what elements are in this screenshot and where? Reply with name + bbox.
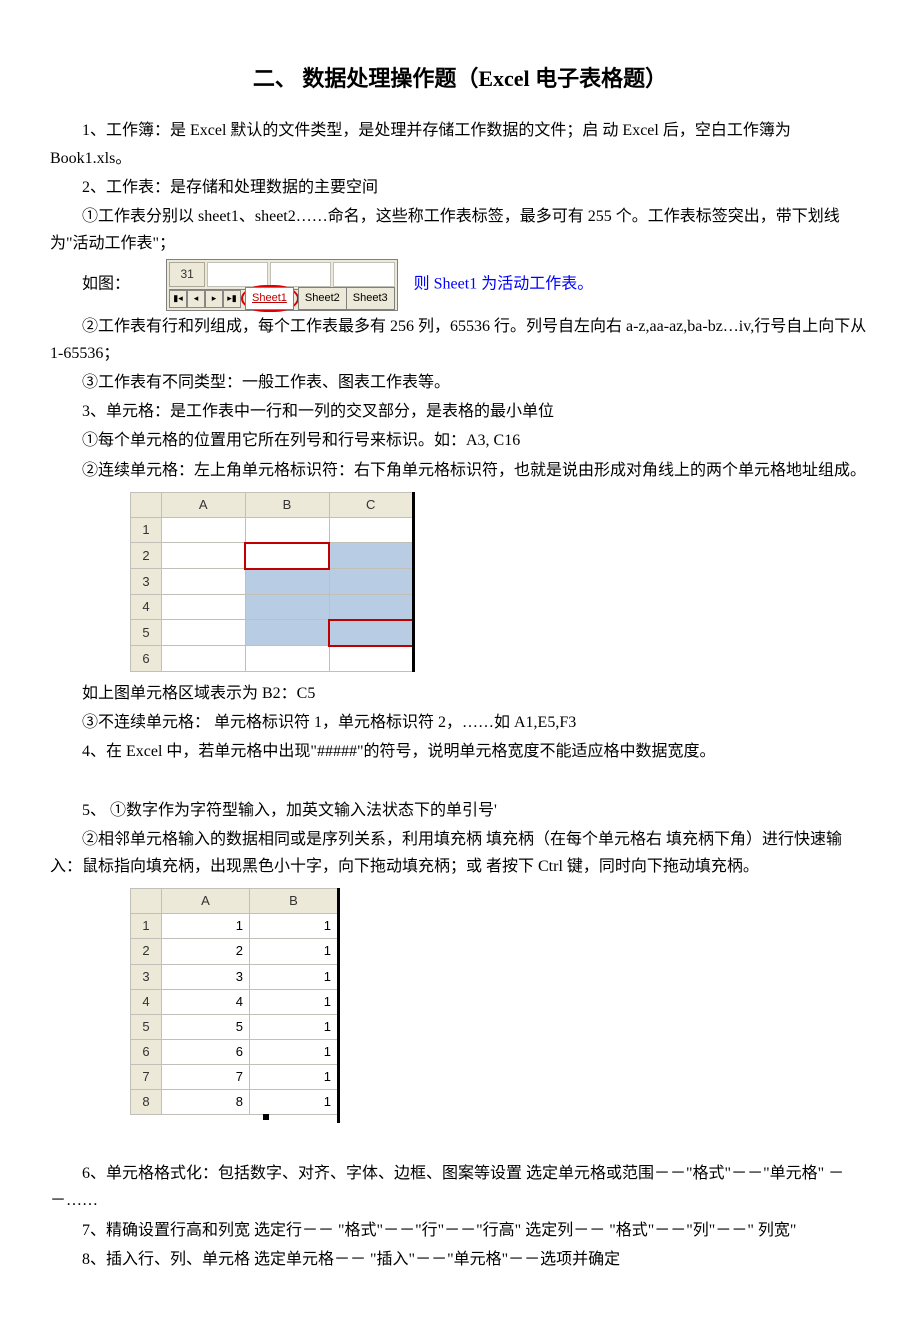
row-header: 6	[131, 1039, 162, 1064]
cell-c5-end	[329, 620, 414, 646]
paragraph-4: ②工作表有行和列组成，每个工作表最多有 256 列，65536 行。列号自左向右…	[50, 313, 870, 367]
row-header: 8	[131, 1090, 162, 1115]
row-header: 4	[131, 594, 162, 620]
cell: 8	[162, 1090, 250, 1115]
row-header: 2	[131, 939, 162, 964]
empty-cell	[207, 262, 268, 286]
row-header: 5	[131, 620, 162, 646]
cell: 1	[250, 964, 339, 989]
paragraph-13: ②相邻单元格输入的数据相同或是序列关系，利用填充柄 填充柄（在每个单元格右 填充…	[50, 826, 870, 880]
sheet-tab-2: Sheet2	[298, 287, 347, 310]
cell: 6	[162, 1039, 250, 1064]
paragraph-16: 8、插入行、列、单元格 选定单元格－－ "插入"－－"单元格"－－选项并确定	[50, 1246, 870, 1273]
cell: 1	[250, 914, 339, 939]
row-header: 2	[131, 543, 162, 569]
paragraph-5: ③工作表有不同类型：一般工作表、图表工作表等。	[50, 369, 870, 396]
nav-prev-icon: ◂	[187, 290, 205, 308]
figure-1-row: 如图： 31 ▮◂ ◂ ▸ ▸▮ Sheet1 Sheet2 Sh	[50, 259, 870, 310]
row-header: 1	[131, 914, 162, 939]
fill-handle-icon	[263, 1114, 269, 1120]
cell: 3	[162, 964, 250, 989]
active-tab-circle: Sheet1	[241, 285, 299, 312]
cell: 1	[250, 989, 339, 1014]
cell	[162, 543, 246, 569]
cell	[162, 620, 246, 646]
cell	[162, 517, 246, 543]
col-header-b: B	[245, 492, 329, 517]
cell	[245, 646, 329, 672]
col-header-b: B	[250, 889, 339, 914]
figure-1-prefix: 如图：	[82, 276, 130, 293]
paragraph-15: 7、精确设置行高和列宽 选定行－－ "格式"－－"行"－－"行高" 选定列－－ …	[50, 1217, 870, 1244]
row-header: 4	[131, 989, 162, 1014]
cell: 7	[162, 1064, 250, 1089]
nav-last-icon: ▸▮	[223, 290, 241, 308]
cell	[329, 517, 414, 543]
cell: 1	[250, 1039, 339, 1064]
col-header-c: C	[329, 492, 414, 517]
cell	[329, 646, 414, 672]
empty-cell	[333, 262, 394, 286]
cell	[329, 594, 414, 620]
cell: 2	[162, 939, 250, 964]
cell: 1	[250, 939, 339, 964]
cell: 1	[162, 914, 250, 939]
cell	[245, 594, 329, 620]
nav-first-icon: ▮◂	[169, 290, 187, 308]
corner-cell	[131, 492, 162, 517]
row-header: 3	[131, 569, 162, 595]
cell: 5	[162, 1014, 250, 1039]
sheet-tab-1: Sheet1	[245, 287, 294, 310]
cell	[329, 569, 414, 595]
cell-b2-start	[245, 543, 329, 569]
paragraph-8: ②连续单元格：左上角单元格标识符：右下角单元格标识符，也就是说由形成对角线上的两…	[50, 457, 870, 484]
paragraph-2: 2、工作表：是存储和处理数据的主要空间	[50, 174, 870, 201]
cell	[162, 594, 246, 620]
empty-cell	[270, 262, 331, 286]
row-header: 7	[131, 1064, 162, 1089]
figure-1-note: 则 Sheet1 为活动工作表。	[414, 276, 594, 293]
cell: 1	[250, 1064, 339, 1089]
cell	[162, 646, 246, 672]
paragraph-12: 5、 ①数字作为字符型输入，加英文输入法状态下的单引号'	[50, 797, 870, 824]
fill-grid-figure: A B 111 221 331 441 551 661 771 881	[130, 888, 340, 1123]
row-header: 5	[131, 1014, 162, 1039]
paragraph-9: 如上图单元格区域表示为 B2：C5	[50, 680, 870, 707]
row-header: 3	[131, 964, 162, 989]
paragraph-14: 6、单元格格式化：包括数字、对齐、字体、边框、图案等设置 选定单元格或范围－－"…	[50, 1160, 870, 1214]
sheet-tab-3: Sheet3	[346, 287, 395, 310]
paragraph-6: 3、单元格：是工作表中一行和一列的交叉部分，是表格的最小单位	[50, 398, 870, 425]
cell	[245, 620, 329, 646]
sheet-nav-bar: ▮◂ ◂ ▸ ▸▮ Sheet1 Sheet2 Sheet3	[169, 289, 395, 308]
corner-cell	[131, 889, 162, 914]
paragraph-1: 1、工作簿：是 Excel 默认的文件类型，是处理并存储工作数据的文件；启 动 …	[50, 117, 870, 171]
cell	[245, 517, 329, 543]
cell	[329, 543, 414, 569]
paragraph-11: 4、在 Excel 中，若单元格中出现"#####"的符号，说明单元格宽度不能适…	[50, 738, 870, 765]
row-number-cell: 31	[169, 262, 205, 286]
col-header-a: A	[162, 492, 246, 517]
page-title: 二、 数据处理操作题（Excel 电子表格题）	[50, 60, 870, 97]
cell	[162, 569, 246, 595]
selection-grid-figure: A B C 1 2 3 4 5 6	[130, 492, 415, 672]
cell: 1	[250, 1090, 339, 1115]
paragraph-3: ①工作表分别以 sheet1、sheet2……命名，这些称工作表标签，最多可有 …	[50, 203, 870, 257]
row-header: 6	[131, 646, 162, 672]
nav-next-icon: ▸	[205, 290, 223, 308]
row-header: 1	[131, 517, 162, 543]
paragraph-7: ①每个单元格的位置用它所在列号和行号来标识。如：A3, C16	[50, 427, 870, 454]
paragraph-10: ③不连续单元格： 单元格标识符 1，单元格标识符 2，……如 A1,E5,F3	[50, 709, 870, 736]
cell	[245, 569, 329, 595]
cell: 1	[250, 1014, 339, 1039]
col-header-a: A	[162, 889, 250, 914]
cell: 4	[162, 989, 250, 1014]
sheet-tabs-figure: 31 ▮◂ ◂ ▸ ▸▮ Sheet1 Sheet2 Sheet3	[166, 259, 398, 310]
